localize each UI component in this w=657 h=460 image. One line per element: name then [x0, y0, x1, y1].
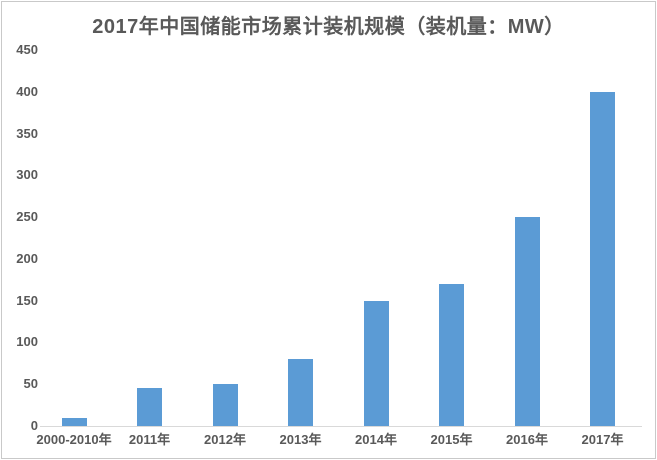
bar — [590, 91, 615, 426]
y-tick-label: 450 — [16, 42, 38, 57]
x-tick-label: 2016年 — [506, 432, 548, 447]
y-tick-label: 400 — [16, 83, 38, 99]
x-tick-label: 2012年 — [204, 432, 246, 447]
x-tick-label: 2014年 — [355, 432, 397, 447]
x-tick-label: 2000-2010年 — [36, 432, 112, 447]
bar — [212, 384, 238, 426]
y-tick-label: 200 — [16, 250, 38, 266]
y-tick-label: 100 — [16, 334, 38, 350]
bar — [288, 359, 313, 426]
y-tick-label: 50 — [23, 376, 38, 392]
bar — [439, 283, 464, 426]
x-tick-label: 2011年 — [128, 432, 171, 447]
y-tick-label: 350 — [16, 125, 38, 141]
chart-title: 2017年中国储能市场累计装机规模（装机量：MW） — [92, 16, 565, 38]
bar — [61, 417, 87, 426]
y-tick-label: 250 — [16, 209, 38, 225]
bar — [363, 300, 389, 426]
x-axis-line — [40, 426, 642, 427]
bar — [514, 217, 540, 426]
y-tick-label: 0 — [30, 418, 38, 433]
x-tick-label: 2015年 — [430, 432, 473, 447]
y-tick-label: 150 — [16, 292, 38, 308]
x-tick-label: 2013年 — [279, 432, 322, 447]
y-tick-label: 300 — [16, 167, 38, 183]
x-tick-label: 2017年 — [581, 432, 624, 447]
bar — [137, 388, 162, 426]
